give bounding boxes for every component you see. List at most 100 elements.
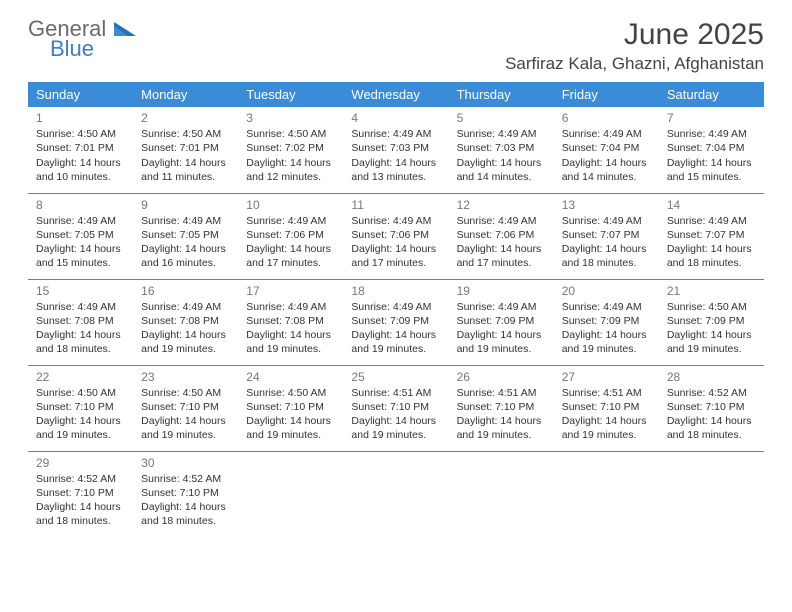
calendar-cell: 18Sunrise: 4:49 AMSunset: 7:09 PMDayligh… xyxy=(343,279,448,365)
sunset-text: Sunset: 7:09 PM xyxy=(457,314,548,328)
sunrise-text: Sunrise: 4:50 AM xyxy=(36,386,127,400)
calendar-cell: 16Sunrise: 4:49 AMSunset: 7:08 PMDayligh… xyxy=(133,279,238,365)
sunset-text: Sunset: 7:10 PM xyxy=(246,400,337,414)
day-number: 11 xyxy=(351,197,442,213)
sunset-text: Sunset: 7:10 PM xyxy=(141,400,232,414)
daylight-text: Daylight: 14 hours and 19 minutes. xyxy=(246,414,337,442)
daylight-text: Daylight: 14 hours and 13 minutes. xyxy=(351,156,442,184)
sunset-text: Sunset: 7:09 PM xyxy=(351,314,442,328)
weekday-header: Thursday xyxy=(449,82,554,107)
daylight-text: Daylight: 14 hours and 18 minutes. xyxy=(562,242,653,270)
sunset-text: Sunset: 7:10 PM xyxy=(36,486,127,500)
day-number: 27 xyxy=(562,369,653,385)
location-label: Sarfiraz Kala, Ghazni, Afghanistan xyxy=(505,54,764,74)
day-number: 24 xyxy=(246,369,337,385)
weekday-header: Friday xyxy=(554,82,659,107)
calendar-cell: 2Sunrise: 4:50 AMSunset: 7:01 PMDaylight… xyxy=(133,107,238,193)
sunrise-text: Sunrise: 4:49 AM xyxy=(562,214,653,228)
calendar-cell xyxy=(238,451,343,537)
calendar-cell: 3Sunrise: 4:50 AMSunset: 7:02 PMDaylight… xyxy=(238,107,343,193)
sunset-text: Sunset: 7:10 PM xyxy=(141,486,232,500)
sunrise-text: Sunrise: 4:50 AM xyxy=(246,386,337,400)
day-number: 2 xyxy=(141,110,232,126)
sunrise-text: Sunrise: 4:49 AM xyxy=(562,127,653,141)
calendar-cell: 14Sunrise: 4:49 AMSunset: 7:07 PMDayligh… xyxy=(659,193,764,279)
calendar-row: 1Sunrise: 4:50 AMSunset: 7:01 PMDaylight… xyxy=(28,107,764,193)
title-block: June 2025 Sarfiraz Kala, Ghazni, Afghani… xyxy=(505,18,764,74)
daylight-text: Daylight: 14 hours and 19 minutes. xyxy=(457,328,548,356)
day-number: 16 xyxy=(141,283,232,299)
daylight-text: Daylight: 14 hours and 17 minutes. xyxy=(457,242,548,270)
daylight-text: Daylight: 14 hours and 16 minutes. xyxy=(141,242,232,270)
sunrise-text: Sunrise: 4:49 AM xyxy=(36,214,127,228)
day-number: 1 xyxy=(36,110,127,126)
day-number: 26 xyxy=(457,369,548,385)
calendar-cell: 23Sunrise: 4:50 AMSunset: 7:10 PMDayligh… xyxy=(133,365,238,451)
brand-part2: Blue xyxy=(28,38,136,60)
calendar-cell: 29Sunrise: 4:52 AMSunset: 7:10 PMDayligh… xyxy=(28,451,133,537)
calendar-row: 29Sunrise: 4:52 AMSunset: 7:10 PMDayligh… xyxy=(28,451,764,537)
daylight-text: Daylight: 14 hours and 19 minutes. xyxy=(562,414,653,442)
sunrise-text: Sunrise: 4:52 AM xyxy=(667,386,758,400)
weekday-header: Tuesday xyxy=(238,82,343,107)
calendar-cell: 6Sunrise: 4:49 AMSunset: 7:04 PMDaylight… xyxy=(554,107,659,193)
sunrise-text: Sunrise: 4:51 AM xyxy=(562,386,653,400)
day-number: 6 xyxy=(562,110,653,126)
weekday-header: Monday xyxy=(133,82,238,107)
sunset-text: Sunset: 7:07 PM xyxy=(562,228,653,242)
sunset-text: Sunset: 7:10 PM xyxy=(351,400,442,414)
sunrise-text: Sunrise: 4:51 AM xyxy=(351,386,442,400)
sunset-text: Sunset: 7:01 PM xyxy=(36,141,127,155)
sunrise-text: Sunrise: 4:50 AM xyxy=(36,127,127,141)
daylight-text: Daylight: 14 hours and 19 minutes. xyxy=(667,328,758,356)
daylight-text: Daylight: 14 hours and 18 minutes. xyxy=(141,500,232,528)
day-number: 22 xyxy=(36,369,127,385)
sunset-text: Sunset: 7:08 PM xyxy=(36,314,127,328)
sunset-text: Sunset: 7:01 PM xyxy=(141,141,232,155)
weekday-header: Saturday xyxy=(659,82,764,107)
daylight-text: Daylight: 14 hours and 19 minutes. xyxy=(141,414,232,442)
daylight-text: Daylight: 14 hours and 18 minutes. xyxy=(36,328,127,356)
day-number: 28 xyxy=(667,369,758,385)
calendar-cell: 21Sunrise: 4:50 AMSunset: 7:09 PMDayligh… xyxy=(659,279,764,365)
day-number: 18 xyxy=(351,283,442,299)
sunrise-text: Sunrise: 4:49 AM xyxy=(351,127,442,141)
daylight-text: Daylight: 14 hours and 19 minutes. xyxy=(351,328,442,356)
weekday-header: Wednesday xyxy=(343,82,448,107)
sunset-text: Sunset: 7:06 PM xyxy=(351,228,442,242)
calendar-cell: 26Sunrise: 4:51 AMSunset: 7:10 PMDayligh… xyxy=(449,365,554,451)
sunset-text: Sunset: 7:05 PM xyxy=(36,228,127,242)
daylight-text: Daylight: 14 hours and 18 minutes. xyxy=(667,242,758,270)
calendar-cell xyxy=(343,451,448,537)
calendar-row: 22Sunrise: 4:50 AMSunset: 7:10 PMDayligh… xyxy=(28,365,764,451)
sunrise-text: Sunrise: 4:50 AM xyxy=(141,386,232,400)
day-number: 10 xyxy=(246,197,337,213)
day-number: 20 xyxy=(562,283,653,299)
daylight-text: Daylight: 14 hours and 19 minutes. xyxy=(246,328,337,356)
sunrise-text: Sunrise: 4:49 AM xyxy=(36,300,127,314)
calendar-cell: 17Sunrise: 4:49 AMSunset: 7:08 PMDayligh… xyxy=(238,279,343,365)
day-number: 23 xyxy=(141,369,232,385)
sunrise-text: Sunrise: 4:49 AM xyxy=(246,300,337,314)
day-number: 9 xyxy=(141,197,232,213)
calendar-cell xyxy=(659,451,764,537)
calendar-cell: 13Sunrise: 4:49 AMSunset: 7:07 PMDayligh… xyxy=(554,193,659,279)
calendar-cell: 9Sunrise: 4:49 AMSunset: 7:05 PMDaylight… xyxy=(133,193,238,279)
sunset-text: Sunset: 7:10 PM xyxy=(667,400,758,414)
calendar-cell: 20Sunrise: 4:49 AMSunset: 7:09 PMDayligh… xyxy=(554,279,659,365)
calendar-page: General Blue June 2025 Sarfiraz Kala, Gh… xyxy=(0,0,792,612)
day-number: 29 xyxy=(36,455,127,471)
day-number: 17 xyxy=(246,283,337,299)
sunset-text: Sunset: 7:02 PM xyxy=(246,141,337,155)
calendar-cell: 10Sunrise: 4:49 AMSunset: 7:06 PMDayligh… xyxy=(238,193,343,279)
daylight-text: Daylight: 14 hours and 14 minutes. xyxy=(457,156,548,184)
calendar-cell: 11Sunrise: 4:49 AMSunset: 7:06 PMDayligh… xyxy=(343,193,448,279)
calendar-table: Sunday Monday Tuesday Wednesday Thursday… xyxy=(28,82,764,537)
day-number: 12 xyxy=(457,197,548,213)
sunrise-text: Sunrise: 4:49 AM xyxy=(351,214,442,228)
day-number: 7 xyxy=(667,110,758,126)
sunrise-text: Sunrise: 4:50 AM xyxy=(141,127,232,141)
sunset-text: Sunset: 7:05 PM xyxy=(141,228,232,242)
brand-logo: General Blue xyxy=(28,18,136,60)
calendar-row: 8Sunrise: 4:49 AMSunset: 7:05 PMDaylight… xyxy=(28,193,764,279)
